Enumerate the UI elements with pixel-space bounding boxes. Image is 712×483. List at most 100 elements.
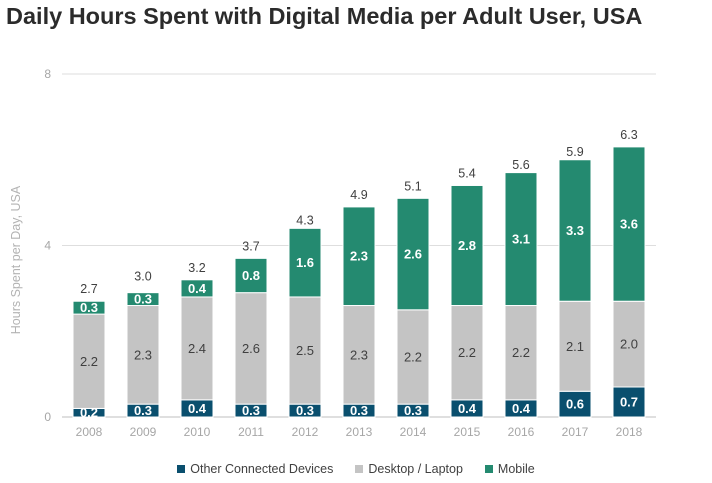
legend: Other Connected Devices Desktop / Laptop M… bbox=[0, 462, 712, 476]
bar-group-2008: 0.2 2.2 0.3 2.7 bbox=[72, 282, 106, 420]
bar-segment-desktop-laptop bbox=[504, 305, 538, 401]
bar-segment-mobile bbox=[396, 197, 430, 311]
data-label: 3.1 bbox=[512, 232, 530, 247]
data-label: 2.4 bbox=[188, 341, 206, 356]
data-label: 2.8 bbox=[458, 238, 476, 253]
data-label: 3.6 bbox=[620, 217, 638, 232]
x-axis-ticks: 2008 2009 2010 2011 2012 2013 2014 2015 2016 2017… bbox=[76, 425, 643, 439]
data-label: 2.2 bbox=[80, 354, 98, 369]
bar-segment-desktop-laptop bbox=[288, 296, 322, 405]
data-label: 2.3 bbox=[350, 249, 368, 264]
x-tick-label: 2012 bbox=[292, 425, 319, 439]
data-label: 2.6 bbox=[404, 247, 422, 262]
total-label: 6.3 bbox=[620, 128, 637, 142]
bar-segment-mobile bbox=[504, 172, 538, 307]
data-label: 0.3 bbox=[134, 292, 152, 307]
data-label: 2.5 bbox=[296, 343, 314, 358]
total-label: 5.4 bbox=[458, 166, 475, 180]
bar-segment-mobile bbox=[612, 146, 646, 302]
data-label: 0.4 bbox=[188, 281, 207, 296]
data-label: 0.3 bbox=[242, 403, 260, 418]
total-label: 3.2 bbox=[188, 261, 205, 275]
data-label: 3.3 bbox=[566, 223, 584, 238]
bar-segment-desktop-laptop bbox=[72, 313, 106, 409]
data-label: 1.6 bbox=[296, 255, 314, 270]
legend-item-other-connected-devices: Other Connected Devices bbox=[177, 462, 333, 476]
x-tick-label: 2017 bbox=[562, 425, 589, 439]
bar-segment-desktop-laptop bbox=[180, 296, 214, 401]
legend-item-mobile: Mobile bbox=[484, 462, 535, 476]
x-tick-label: 2018 bbox=[616, 425, 643, 439]
data-label: 0.4 bbox=[188, 401, 207, 416]
x-tick-label: 2010 bbox=[184, 425, 211, 439]
x-tick-label: 2014 bbox=[400, 425, 427, 439]
total-label: 4.3 bbox=[296, 214, 313, 228]
data-label: 0.4 bbox=[458, 401, 477, 416]
total-label: 5.6 bbox=[512, 158, 529, 172]
bar-segment-mobile bbox=[126, 292, 160, 307]
bar-group-2015: 0.4 2.2 2.8 5.4 bbox=[450, 166, 484, 418]
x-tick-label: 2015 bbox=[454, 425, 481, 439]
bar-group-2017: 0.6 2.1 3.3 5.9 bbox=[558, 145, 592, 418]
bar-segment-mobile bbox=[342, 206, 376, 307]
y-tick-label: 8 bbox=[44, 67, 51, 81]
legend-swatch bbox=[484, 465, 493, 473]
data-label: 0.3 bbox=[80, 300, 98, 315]
bar-group-2010: 0.4 2.4 0.4 3.2 bbox=[180, 261, 214, 418]
data-label: 0.7 bbox=[620, 394, 638, 409]
bar-segment-mobile bbox=[180, 279, 214, 298]
data-label: 2.1 bbox=[566, 339, 584, 354]
data-label: 2.3 bbox=[350, 347, 368, 362]
legend-label: Mobile bbox=[497, 462, 535, 476]
legend-swatch bbox=[355, 465, 364, 473]
legend-swatch bbox=[177, 465, 186, 473]
bar-group-2011: 0.3 2.6 0.8 3.7 bbox=[234, 239, 268, 418]
bar-segment-mobile bbox=[450, 184, 484, 307]
data-label: 0.2 bbox=[80, 405, 98, 420]
bar-group-2014: 0.3 2.2 2.6 5.1 bbox=[396, 179, 430, 418]
bar-segment-mobile bbox=[288, 227, 322, 298]
data-label: 0.3 bbox=[134, 403, 152, 418]
data-label: 0.4 bbox=[512, 401, 531, 416]
x-tick-label: 2011 bbox=[238, 425, 264, 439]
bar-group-2013: 0.3 2.3 2.3 4.9 bbox=[342, 188, 376, 418]
total-label: 2.7 bbox=[80, 282, 97, 296]
bar-segment-other-connected-devices bbox=[558, 390, 592, 418]
bar-segment-desktop-laptop bbox=[396, 309, 430, 405]
bar-segment-desktop-laptop bbox=[558, 300, 592, 392]
y-tick-label: 0 bbox=[44, 410, 51, 424]
bar-segment-mobile bbox=[558, 159, 592, 302]
bar-segment-desktop-laptop bbox=[450, 305, 484, 401]
bar-group-2012: 0.3 2.5 1.6 4.3 bbox=[288, 214, 322, 418]
data-label: 0.8 bbox=[242, 268, 260, 283]
total-label: 3.0 bbox=[134, 269, 151, 283]
data-label: 2.6 bbox=[242, 341, 260, 356]
total-label: 5.9 bbox=[566, 145, 583, 159]
bar-segment-mobile bbox=[72, 300, 106, 315]
data-label: 0.6 bbox=[566, 397, 584, 412]
bar-group-2018: 0.7 2.0 3.6 6.3 bbox=[612, 128, 646, 418]
legend-label: Desktop / Laptop bbox=[368, 462, 463, 476]
x-tick-label: 2016 bbox=[508, 425, 535, 439]
bar-segment-mobile bbox=[234, 257, 268, 294]
total-label: 3.7 bbox=[242, 239, 259, 253]
y-tick-label: 4 bbox=[44, 239, 51, 253]
y-axis-ticks: 0 4 8 bbox=[44, 67, 51, 424]
legend-label: Other Connected Devices bbox=[190, 462, 334, 476]
data-label: 0.3 bbox=[296, 403, 314, 418]
total-label: 5.1 bbox=[404, 179, 421, 193]
data-label: 2.0 bbox=[620, 337, 638, 352]
data-label: 2.2 bbox=[512, 345, 530, 360]
bar-segment-desktop-laptop bbox=[612, 300, 646, 388]
data-label: 2.2 bbox=[404, 349, 422, 364]
bar-segment-other-connected-devices bbox=[612, 386, 646, 418]
x-tick-label: 2008 bbox=[76, 425, 103, 439]
legend-item-desktop-laptop: Desktop / Laptop bbox=[355, 462, 463, 476]
bars: 0.2 2.2 0.3 2.7 0.3 2.3 0.3 3.0 0.4 2.4 0.4 3.2 0.3 2… bbox=[72, 128, 646, 420]
bar-segment-desktop-laptop bbox=[126, 305, 160, 405]
x-tick-label: 2009 bbox=[130, 425, 157, 439]
y-axis-label: Hours Spent per Day, USA bbox=[9, 185, 23, 334]
chart-title: Daily Hours Spent with Digital Media per… bbox=[6, 3, 643, 29]
bar-segment-desktop-laptop bbox=[342, 305, 376, 405]
